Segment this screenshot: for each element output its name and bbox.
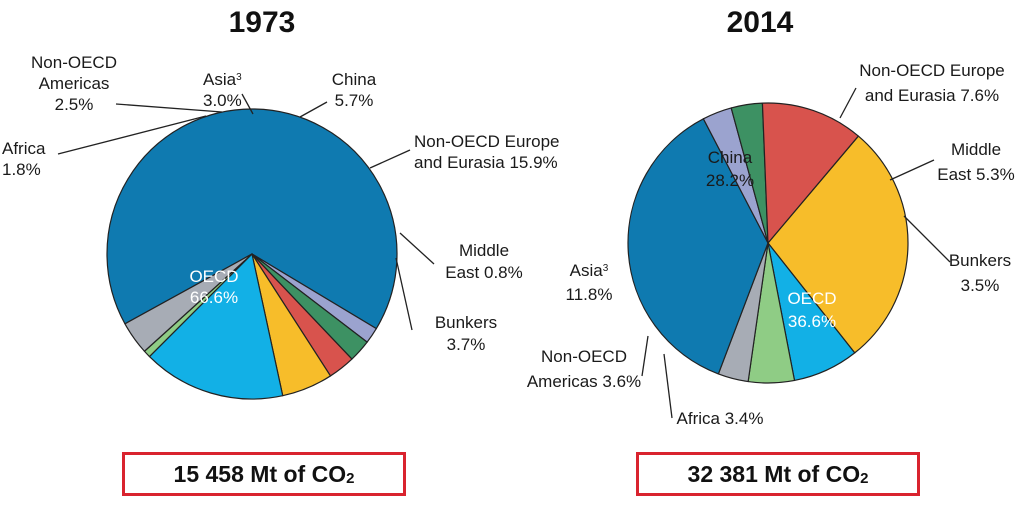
slice-2014-oecd <box>627 118 769 375</box>
leader-line-1973-asia <box>241 93 254 115</box>
total-1973-subscript: 2 <box>346 469 355 487</box>
slice-label-2014-africa: Africa 3.4% <box>677 409 764 428</box>
leader-line-1973-bunkers <box>395 257 413 331</box>
slice-label-2014-middle-east: Middle East 5.3% <box>937 140 1015 184</box>
leader-line-1973-africa <box>57 115 207 155</box>
pie-2014: 2014 China 28.2% Non-OECD Europe and Eurasia… <box>527 6 1015 428</box>
slice-label-2014-non-oecd-americas: Non-OECD Americas 3.6% <box>527 347 641 391</box>
slice-label-2014-asia: Asia3 11.8% <box>566 261 613 304</box>
slice-label-1973-china: China 5.7% <box>332 70 377 110</box>
total-2014-text: 32 381 Mt of CO <box>687 460 861 487</box>
chart-title-2014: 2014 <box>727 6 794 39</box>
slice-label-2014-oecd: OECD 36.6% <box>787 289 836 331</box>
slice-label-1973-oecd: OECD 66.6% <box>189 267 238 307</box>
leader-line-2014-non-oecd-americas <box>641 335 649 377</box>
total-1973-text: 15 458 Mt of CO <box>173 460 347 487</box>
total-2014-subscript: 2 <box>860 469 869 487</box>
leader-line-2014-bunkers <box>903 215 951 263</box>
chart-title-1973: 1973 <box>229 6 296 39</box>
slice-1973-non-oecd-europe-and-eurasia <box>148 253 284 400</box>
leader-line-2014-middle-east <box>889 159 935 181</box>
slice-label-1973-middle-east: Middle East 0.8% <box>445 241 523 282</box>
total-1973-box: 15 458 Mt of CO 2 <box>122 452 406 496</box>
leader-line-2014-africa <box>663 353 673 419</box>
slice-label-1973-bunkers: Bunkers 3.7% <box>435 313 497 354</box>
slice-label-2014-bunkers: Bunkers 3.5% <box>949 251 1011 295</box>
total-2014-box: 32 381 Mt of CO 2 <box>636 452 920 496</box>
leader-line-1973-middle-east <box>399 232 435 265</box>
leader-line-1973-non-oecd-europe-and-eurasia <box>369 149 411 169</box>
slice-label-1973-asia: Asia3 3.0% <box>203 70 242 110</box>
slice-2014-asia <box>761 102 859 244</box>
slice-label-2014-china: China 28.2% <box>706 148 754 190</box>
slice-label-2014-non-oecd-europe-and-eurasia: Non-OECD Europe and Eurasia 7.6% <box>859 61 1005 105</box>
slice-label-1973-africa: Africa 1.8% <box>2 139 46 179</box>
pie-1973: 1973 OECD 66.6% Africa 1.8% Non-OECD Americas 2… <box>2 6 560 400</box>
slice-label-1973-non-oecd-americas: Non-OECD Americas 2.5% <box>31 53 117 114</box>
slice-1973-oecd <box>106 108 398 330</box>
slice-2014-china <box>767 135 909 354</box>
leader-line-1973-china <box>299 101 328 118</box>
slice-label-1973-non-oecd-europe-and-eurasia: Non-OECD Europe and Eurasia 15.9% <box>414 132 560 172</box>
slice-1973-bunkers <box>124 253 253 352</box>
leader-line-2014-non-oecd-europe-and-eurasia <box>839 87 857 119</box>
leader-line-1973-non-oecd-americas <box>115 103 223 113</box>
